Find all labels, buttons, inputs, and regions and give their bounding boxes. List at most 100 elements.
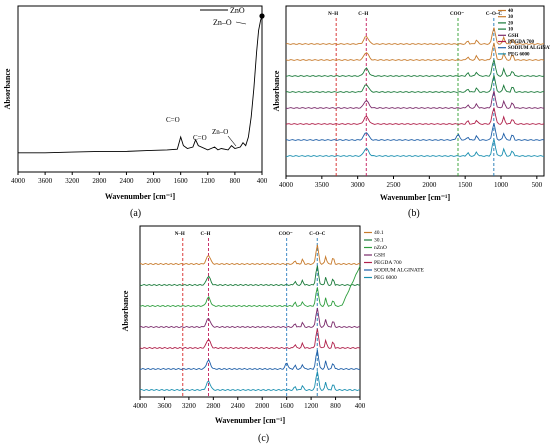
- panel-b-x-tick-label: 2500: [387, 181, 402, 189]
- panel-a-annotation-arrow-low: [227, 135, 237, 147]
- panel-a-y-axis-label: Absorbance: [3, 68, 12, 109]
- panel-a-annotation-c-o-2: C=O: [193, 134, 207, 142]
- panel-b-trace: [285, 42, 545, 61]
- panel-c-label: (c): [258, 433, 269, 444]
- panel-c-legend-label: nZnO: [374, 245, 387, 251]
- panel-b-trace: [285, 122, 545, 141]
- panel-a-annotation-zn-o-top: Zn–O: [213, 18, 232, 27]
- panel-c-y-axis-label: Absorbance: [121, 290, 130, 331]
- panel-a-annotation-zn-o-low: Zn–O: [212, 128, 228, 136]
- panel-b-trace: [285, 139, 545, 157]
- panel-b-x-tick-label: 2000: [422, 181, 437, 189]
- panel-b-x-tick-label: 4000: [279, 181, 294, 189]
- panel-a-x-tick-label: 4000: [11, 177, 26, 185]
- panel-b-x-tick-label: 3500: [315, 181, 330, 189]
- panel-c-legend-label: 30.1: [374, 238, 384, 244]
- panel-c-trace: [139, 265, 361, 308]
- panel-c-legend-label: PEG 6000: [374, 275, 397, 281]
- panel-c-trace: [139, 371, 361, 391]
- panel-a-x-tick-label: 2400: [119, 177, 134, 185]
- panel-c-x-axis-label: Wavenumber [cm⁻¹]: [215, 416, 286, 425]
- panel-c-x-tick-label: 3600: [157, 402, 172, 410]
- panel-b-x-tick-label: 1000: [494, 181, 509, 189]
- panel-a-endpoint-marker: [259, 13, 265, 19]
- panel-b-x-tick-label: 3000: [351, 181, 366, 189]
- panel-b-reference-label: COO⁻: [450, 12, 464, 17]
- panel-a-x-axis-label: Wavenumber [cm⁻¹]: [105, 192, 176, 201]
- panel-a-legend-label: ZnO: [230, 6, 245, 15]
- panel-c-reference-label: C–O–C: [309, 232, 326, 237]
- panel-a-x-tick-label: 2800: [92, 177, 107, 185]
- panel-c-legend-label: 40.1: [374, 230, 384, 236]
- panel-a-x-tick-label: 1600: [174, 177, 189, 185]
- panel-c-x-ticks: 4000 3600 3200 2800 2400 2000 1600 1200 800 400: [133, 397, 366, 410]
- panel-c-x-tick-label: 1200: [304, 402, 319, 410]
- panel-b-trace: [285, 75, 544, 93]
- panel-c-x-tick-label: 2400: [231, 402, 246, 410]
- panel-b-trace: [285, 90, 545, 109]
- panel-a-x-tick-label: 3200: [65, 177, 80, 185]
- panel-b-reference-label: C–O–C: [486, 12, 503, 17]
- panel-c-traces: [139, 244, 361, 391]
- panel-c-plot-frame: [139, 225, 361, 398]
- panel-b-trace: [285, 107, 545, 125]
- panel-a-label: (a): [130, 208, 141, 219]
- panel-c-x-tick-label: 400: [355, 402, 366, 410]
- panel-b-legend-label: PEG 6000: [508, 52, 530, 57]
- panel-a-x-tick-label: 1200: [201, 177, 216, 185]
- panel-b-legend-label: 10: [508, 28, 514, 33]
- panel-c-trace: [139, 265, 361, 287]
- panel-c-x-tick-label: 4000: [133, 402, 148, 410]
- panel-b-chart: N–H C–H COO⁻ C–O–C 4000 3500 3000 2500 2000 1500…: [272, 5, 550, 219]
- panel-b-reference-label: C–H: [358, 12, 368, 17]
- panel-c-trace: [139, 244, 361, 265]
- panel-a-zno-trace: [18, 15, 263, 154]
- panel-b-x-axis-label: Wavenumber [cm⁻¹]: [380, 193, 451, 202]
- panel-b-legend-label: GSH: [508, 34, 519, 39]
- panel-b-legend-label: SODIUM ALGINATE: [508, 46, 550, 51]
- panel-b-trace: [285, 59, 545, 77]
- panel-a-chart: 4000 3600 3200 2800 2400 2000 1600 1200 800 400 Z…: [3, 5, 268, 219]
- panel-c-reference-label: N–H: [175, 232, 185, 237]
- panel-a-x-ticks: 4000 3600 3200 2800 2400 2000 1600 1200 800 400: [11, 172, 268, 185]
- panel-a-x-tick-label: 400: [257, 177, 268, 185]
- panel-a-x-tick-label: 2000: [147, 177, 162, 185]
- panel-c-x-tick-label: 3200: [182, 402, 197, 410]
- panel-b-y-axis-label: Absorbance: [272, 70, 281, 111]
- panel-c-legend-label: GSH: [374, 253, 385, 259]
- panel-c-chart: N–H C–H COO⁻ C–O–C 4000 3600 3200 2800 2400 2000…: [121, 225, 425, 444]
- panel-a-x-tick-label: 800: [230, 177, 241, 185]
- panel-a-annotation-arrow-top: [235, 21, 247, 25]
- panel-c-legend-label: SODIUM ALGINATE: [374, 268, 425, 274]
- panel-c-legend-label: PEGDA 700: [374, 260, 402, 266]
- panel-a-annotation-c-o-1: C=O: [166, 116, 180, 124]
- panel-b-legend-label: PEGDA 700: [508, 40, 534, 45]
- panel-c-x-tick-label: 2800: [206, 402, 221, 410]
- panel-b-x-ticks: 4000 3500 3000 2500 2000 1500 1000 500: [279, 176, 543, 189]
- panel-b-reference-label: N–H: [328, 12, 338, 17]
- panel-c-reference-label: COO⁻: [279, 232, 293, 237]
- panel-c-x-tick-label: 1600: [280, 402, 295, 410]
- panel-c-trace: [139, 328, 361, 350]
- panel-b-x-tick-label: 1500: [458, 181, 473, 189]
- panel-b-legend-label: 30: [508, 15, 514, 20]
- panel-c-x-tick-label: 800: [330, 402, 341, 410]
- panel-c-trace: [139, 349, 361, 371]
- panel-a-x-tick-label: 3600: [38, 177, 53, 185]
- panel-c-reference-lines: N–H C–H COO⁻ C–O–C: [175, 232, 326, 397]
- panel-b-reference-lines: N–H C–H COO⁻ C–O–C: [328, 12, 502, 176]
- panel-c-trace: [139, 307, 361, 328]
- panel-a-plot-frame: [17, 5, 263, 173]
- panel-b-traces: [285, 27, 545, 157]
- panel-b-x-tick-label: 500: [532, 181, 543, 189]
- panel-b-legend-label: 20: [508, 21, 514, 26]
- panel-b-legend-label: 40: [508, 9, 514, 14]
- panel-c-reference-label: C–H: [200, 232, 210, 237]
- panel-b-label: (b): [408, 208, 420, 219]
- panel-b-trace: [285, 27, 545, 45]
- panel-c-x-tick-label: 2000: [255, 402, 270, 410]
- panel-b-plot-frame: [285, 5, 545, 177]
